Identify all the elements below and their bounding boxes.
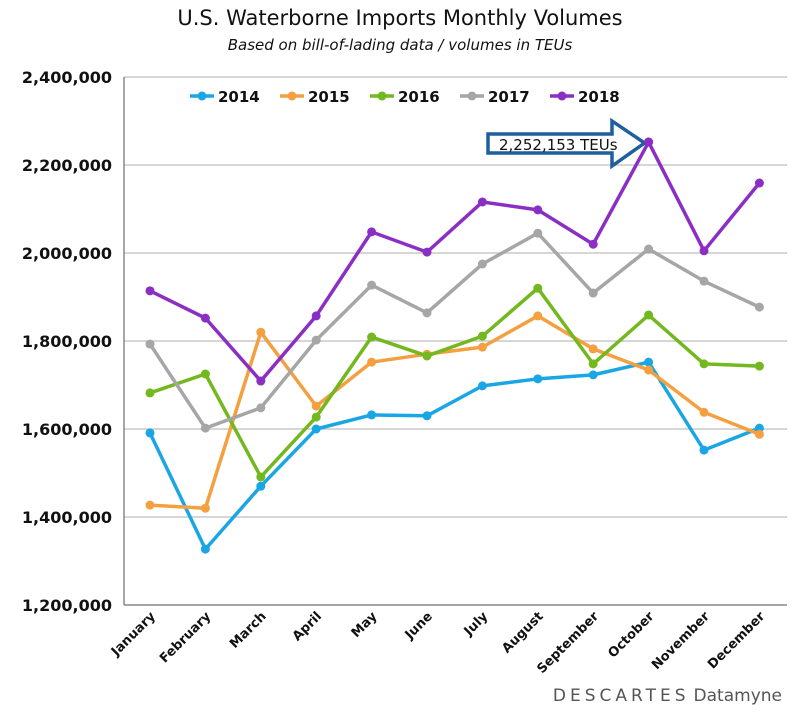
data-point-2014 [588, 370, 598, 380]
data-point-2016 [644, 310, 654, 320]
data-point-2015 [145, 500, 155, 510]
data-point-2017 [200, 423, 210, 433]
legend-marker-2017 [467, 91, 477, 101]
data-point-2015 [588, 344, 598, 354]
x-tick-label: October [606, 609, 658, 661]
data-point-2014 [145, 428, 155, 438]
data-point-2015 [699, 407, 709, 417]
data-point-2017 [754, 302, 764, 312]
annotation-label: 2,252,153 TEUs [499, 136, 618, 154]
legend-label-2014: 2014 [218, 88, 260, 106]
y-tick-label: 1,400,000 [22, 508, 112, 527]
x-tick-label: June [402, 609, 436, 643]
data-point-2014 [422, 411, 432, 421]
y-tick-label: 2,000,000 [22, 244, 112, 263]
data-point-2018 [200, 313, 210, 323]
logo-brand: DESCARTES [552, 686, 690, 706]
data-point-2015 [367, 357, 377, 367]
data-point-2015 [200, 503, 210, 513]
data-point-2016 [367, 332, 377, 342]
x-tick-label: December [705, 609, 768, 672]
x-tick-label: April [290, 609, 325, 644]
y-tick-label: 1,600,000 [22, 420, 112, 439]
data-point-2017 [256, 403, 266, 413]
data-point-2018 [256, 376, 266, 386]
x-tick-label: November [649, 609, 713, 673]
legend-label-2015: 2015 [308, 88, 350, 106]
data-point-2015 [311, 401, 321, 411]
annotation-arrow [486, 117, 648, 170]
x-tick-label: January [108, 609, 159, 660]
data-point-2016 [200, 369, 210, 379]
chart-subtitle: Based on bill-of-lading data / volumes i… [227, 36, 573, 54]
data-point-2016 [311, 412, 321, 422]
data-point-2014 [256, 481, 266, 491]
data-point-2015 [477, 342, 487, 352]
legend-marker-2015 [287, 91, 297, 101]
data-point-2017 [699, 276, 709, 286]
data-point-2017 [311, 335, 321, 345]
data-point-2017 [422, 308, 432, 318]
data-point-2018 [754, 178, 764, 188]
data-point-2016 [588, 359, 598, 369]
legend-label-2018: 2018 [578, 88, 620, 106]
data-point-2016 [699, 359, 709, 369]
logo-product: Datamyne [693, 686, 782, 706]
data-point-2015 [256, 327, 266, 337]
data-point-2017 [644, 244, 654, 254]
data-point-2015 [533, 311, 543, 321]
data-point-2014 [699, 445, 709, 455]
y-tick-label: 2,400,000 [22, 68, 112, 87]
data-point-2018 [311, 311, 321, 321]
data-point-2014 [644, 357, 654, 367]
y-tick-label: 2,200,000 [22, 156, 112, 175]
data-point-2018 [644, 137, 654, 147]
legend-marker-2014 [197, 91, 207, 101]
data-point-2014 [754, 423, 764, 433]
data-point-2017 [477, 259, 487, 269]
x-tick-label: March [227, 609, 269, 651]
data-point-2014 [367, 410, 377, 420]
data-point-2016 [533, 283, 543, 293]
descartes-datamyne-logo: DESCARTES Datamyne [553, 686, 782, 706]
data-point-2015 [644, 365, 654, 375]
data-point-2017 [367, 280, 377, 290]
x-tick-label: February [157, 609, 215, 667]
data-point-2018 [588, 239, 598, 249]
data-point-2016 [256, 472, 266, 482]
series-line-2015 [149, 314, 761, 510]
data-point-2017 [588, 288, 598, 298]
x-tick-label: July [461, 609, 492, 640]
legend-label-2017: 2017 [488, 88, 530, 106]
x-tick-label: May [349, 609, 381, 641]
series-line-2017 [148, 231, 761, 430]
data-point-2018 [422, 247, 432, 257]
data-point-2016 [422, 351, 432, 361]
series-line-2018 [149, 140, 761, 383]
data-point-2018 [699, 246, 709, 256]
chart-title: U.S. Waterborne Imports Monthly Volumes [177, 6, 623, 30]
data-point-2017 [145, 339, 155, 349]
data-point-2016 [145, 388, 155, 398]
data-point-2015 [754, 429, 764, 439]
legend-marker-2018 [557, 91, 567, 101]
y-tick-label: 1,200,000 [22, 596, 112, 615]
data-point-2014 [311, 424, 321, 434]
data-point-2018 [477, 197, 487, 207]
data-point-2016 [754, 361, 764, 371]
data-point-2016 [477, 331, 487, 341]
data-point-2018 [145, 286, 155, 296]
data-point-2018 [533, 205, 543, 215]
data-point-2014 [200, 544, 210, 554]
data-point-2018 [367, 227, 377, 237]
data-point-2017 [533, 228, 543, 238]
data-point-2014 [477, 381, 487, 391]
data-point-2014 [533, 374, 543, 384]
legend-marker-2016 [377, 91, 387, 101]
y-tick-label: 1,800,000 [22, 332, 112, 351]
series-line-2016 [149, 286, 760, 479]
legend-label-2016: 2016 [398, 88, 440, 106]
x-tick-label: August [499, 609, 546, 656]
